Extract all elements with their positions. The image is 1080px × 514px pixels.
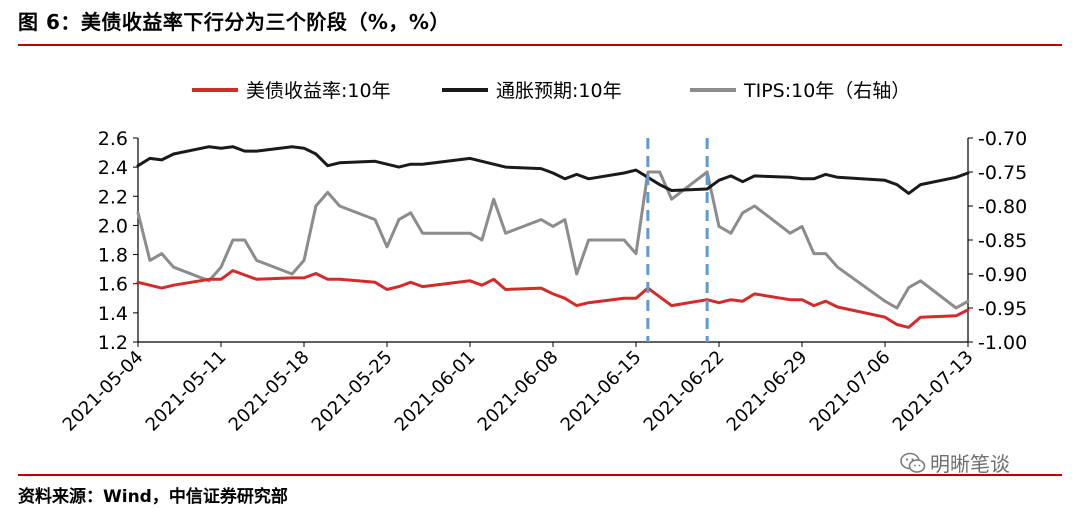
left-tick-label: 1.2 [98,332,128,354]
right-tick-label: -0.75 [978,162,1027,184]
x-tick-label: 2021-05-25 [308,347,397,436]
chart-title: 图 6：美债收益率下行分为三个阶段（%，%） [18,10,450,34]
x-tick-label: 2021-05-04 [59,347,148,436]
x-tick-label: 2021-07-06 [806,347,895,436]
x-tick-label: 2021-05-11 [142,347,231,436]
right-tick-label: -0.85 [978,230,1027,252]
right-tick-label: -0.70 [978,128,1027,150]
x-tick-label: 2021-05-18 [225,347,314,436]
series-line-2 [136,145,970,195]
left-tick-label: 2.6 [98,128,128,150]
legend-label-2: 通胀预期:10年 [496,80,622,102]
left-tick-label: 2.2 [98,186,128,208]
left-tick-label: 1.6 [98,274,128,296]
right-tick-label: -0.80 [978,196,1027,218]
right-tick-label: -0.90 [978,264,1027,286]
legend-label-3: TIPS:10年（右轴） [743,80,910,102]
chart-area: 美债收益率:10年 通胀预期:10年 TIPS:10年（右轴） 1.2 1.4 1.6 1.… [59,80,1027,436]
source-divider [18,474,1062,476]
right-tick-label: -1.00 [978,332,1027,354]
left-tick-label: 1.8 [98,245,128,267]
left-tick-label: 1.4 [98,303,128,325]
x-tick-label: 2021-06-08 [474,347,563,436]
wechat-icon [900,452,926,479]
source-note: 资料来源：Wind，中信证券研究部 [18,487,288,507]
watermark: 明晰笔谈 [900,448,1010,479]
watermark-text: 明晰笔谈 [930,452,1010,476]
series-line-3 [136,170,970,310]
left-tick-label: 2.0 [98,215,128,237]
x-tick-label: 2021-07-13 [889,347,978,436]
right-tick-label: -0.95 [978,298,1027,320]
x-tick-label: 2021-06-01 [391,347,480,436]
x-tick-label: 2021-06-29 [723,347,812,436]
legend-label-1: 美债收益率:10年 [246,80,391,102]
left-tick-label: 2.4 [98,157,128,179]
title-divider [18,44,1062,46]
x-tick-label: 2021-06-22 [640,347,729,436]
series-line-1 [136,269,970,329]
x-tick-label: 2021-06-15 [557,347,646,436]
